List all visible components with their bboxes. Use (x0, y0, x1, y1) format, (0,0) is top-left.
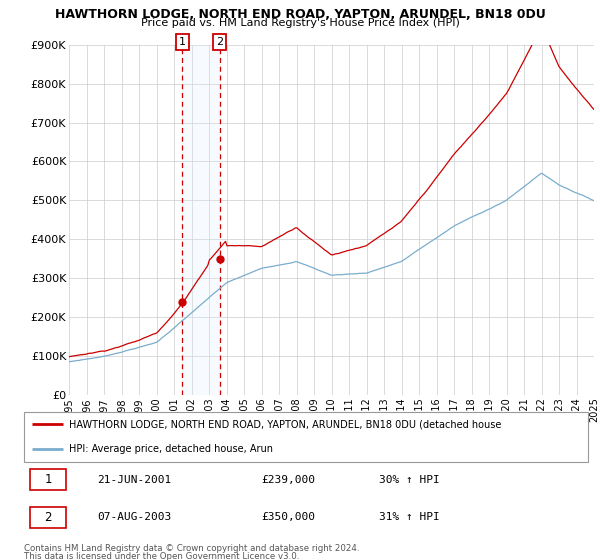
Text: 07-AUG-2003: 07-AUG-2003 (97, 512, 172, 522)
Text: 31% ↑ HPI: 31% ↑ HPI (379, 512, 440, 522)
Text: 1: 1 (179, 37, 186, 47)
Text: HPI: Average price, detached house, Arun: HPI: Average price, detached house, Arun (69, 445, 273, 454)
FancyBboxPatch shape (24, 412, 588, 462)
Text: 21-JUN-2001: 21-JUN-2001 (97, 475, 172, 485)
Text: HAWTHORN LODGE, NORTH END ROAD, YAPTON, ARUNDEL, BN18 0DU: HAWTHORN LODGE, NORTH END ROAD, YAPTON, … (55, 8, 545, 21)
Text: Contains HM Land Registry data © Crown copyright and database right 2024.: Contains HM Land Registry data © Crown c… (24, 544, 359, 553)
FancyBboxPatch shape (29, 507, 66, 528)
Text: 2: 2 (216, 37, 223, 47)
Text: £239,000: £239,000 (261, 475, 315, 485)
Text: 30% ↑ HPI: 30% ↑ HPI (379, 475, 440, 485)
Text: Price paid vs. HM Land Registry's House Price Index (HPI): Price paid vs. HM Land Registry's House … (140, 18, 460, 28)
Text: 2: 2 (44, 511, 52, 524)
Text: This data is licensed under the Open Government Licence v3.0.: This data is licensed under the Open Gov… (24, 552, 299, 560)
Text: HAWTHORN LODGE, NORTH END ROAD, YAPTON, ARUNDEL, BN18 0DU (detached house: HAWTHORN LODGE, NORTH END ROAD, YAPTON, … (69, 419, 502, 429)
Text: £350,000: £350,000 (261, 512, 315, 522)
Text: 1: 1 (44, 473, 52, 486)
FancyBboxPatch shape (29, 469, 66, 491)
Bar (182, 45, 220, 395)
